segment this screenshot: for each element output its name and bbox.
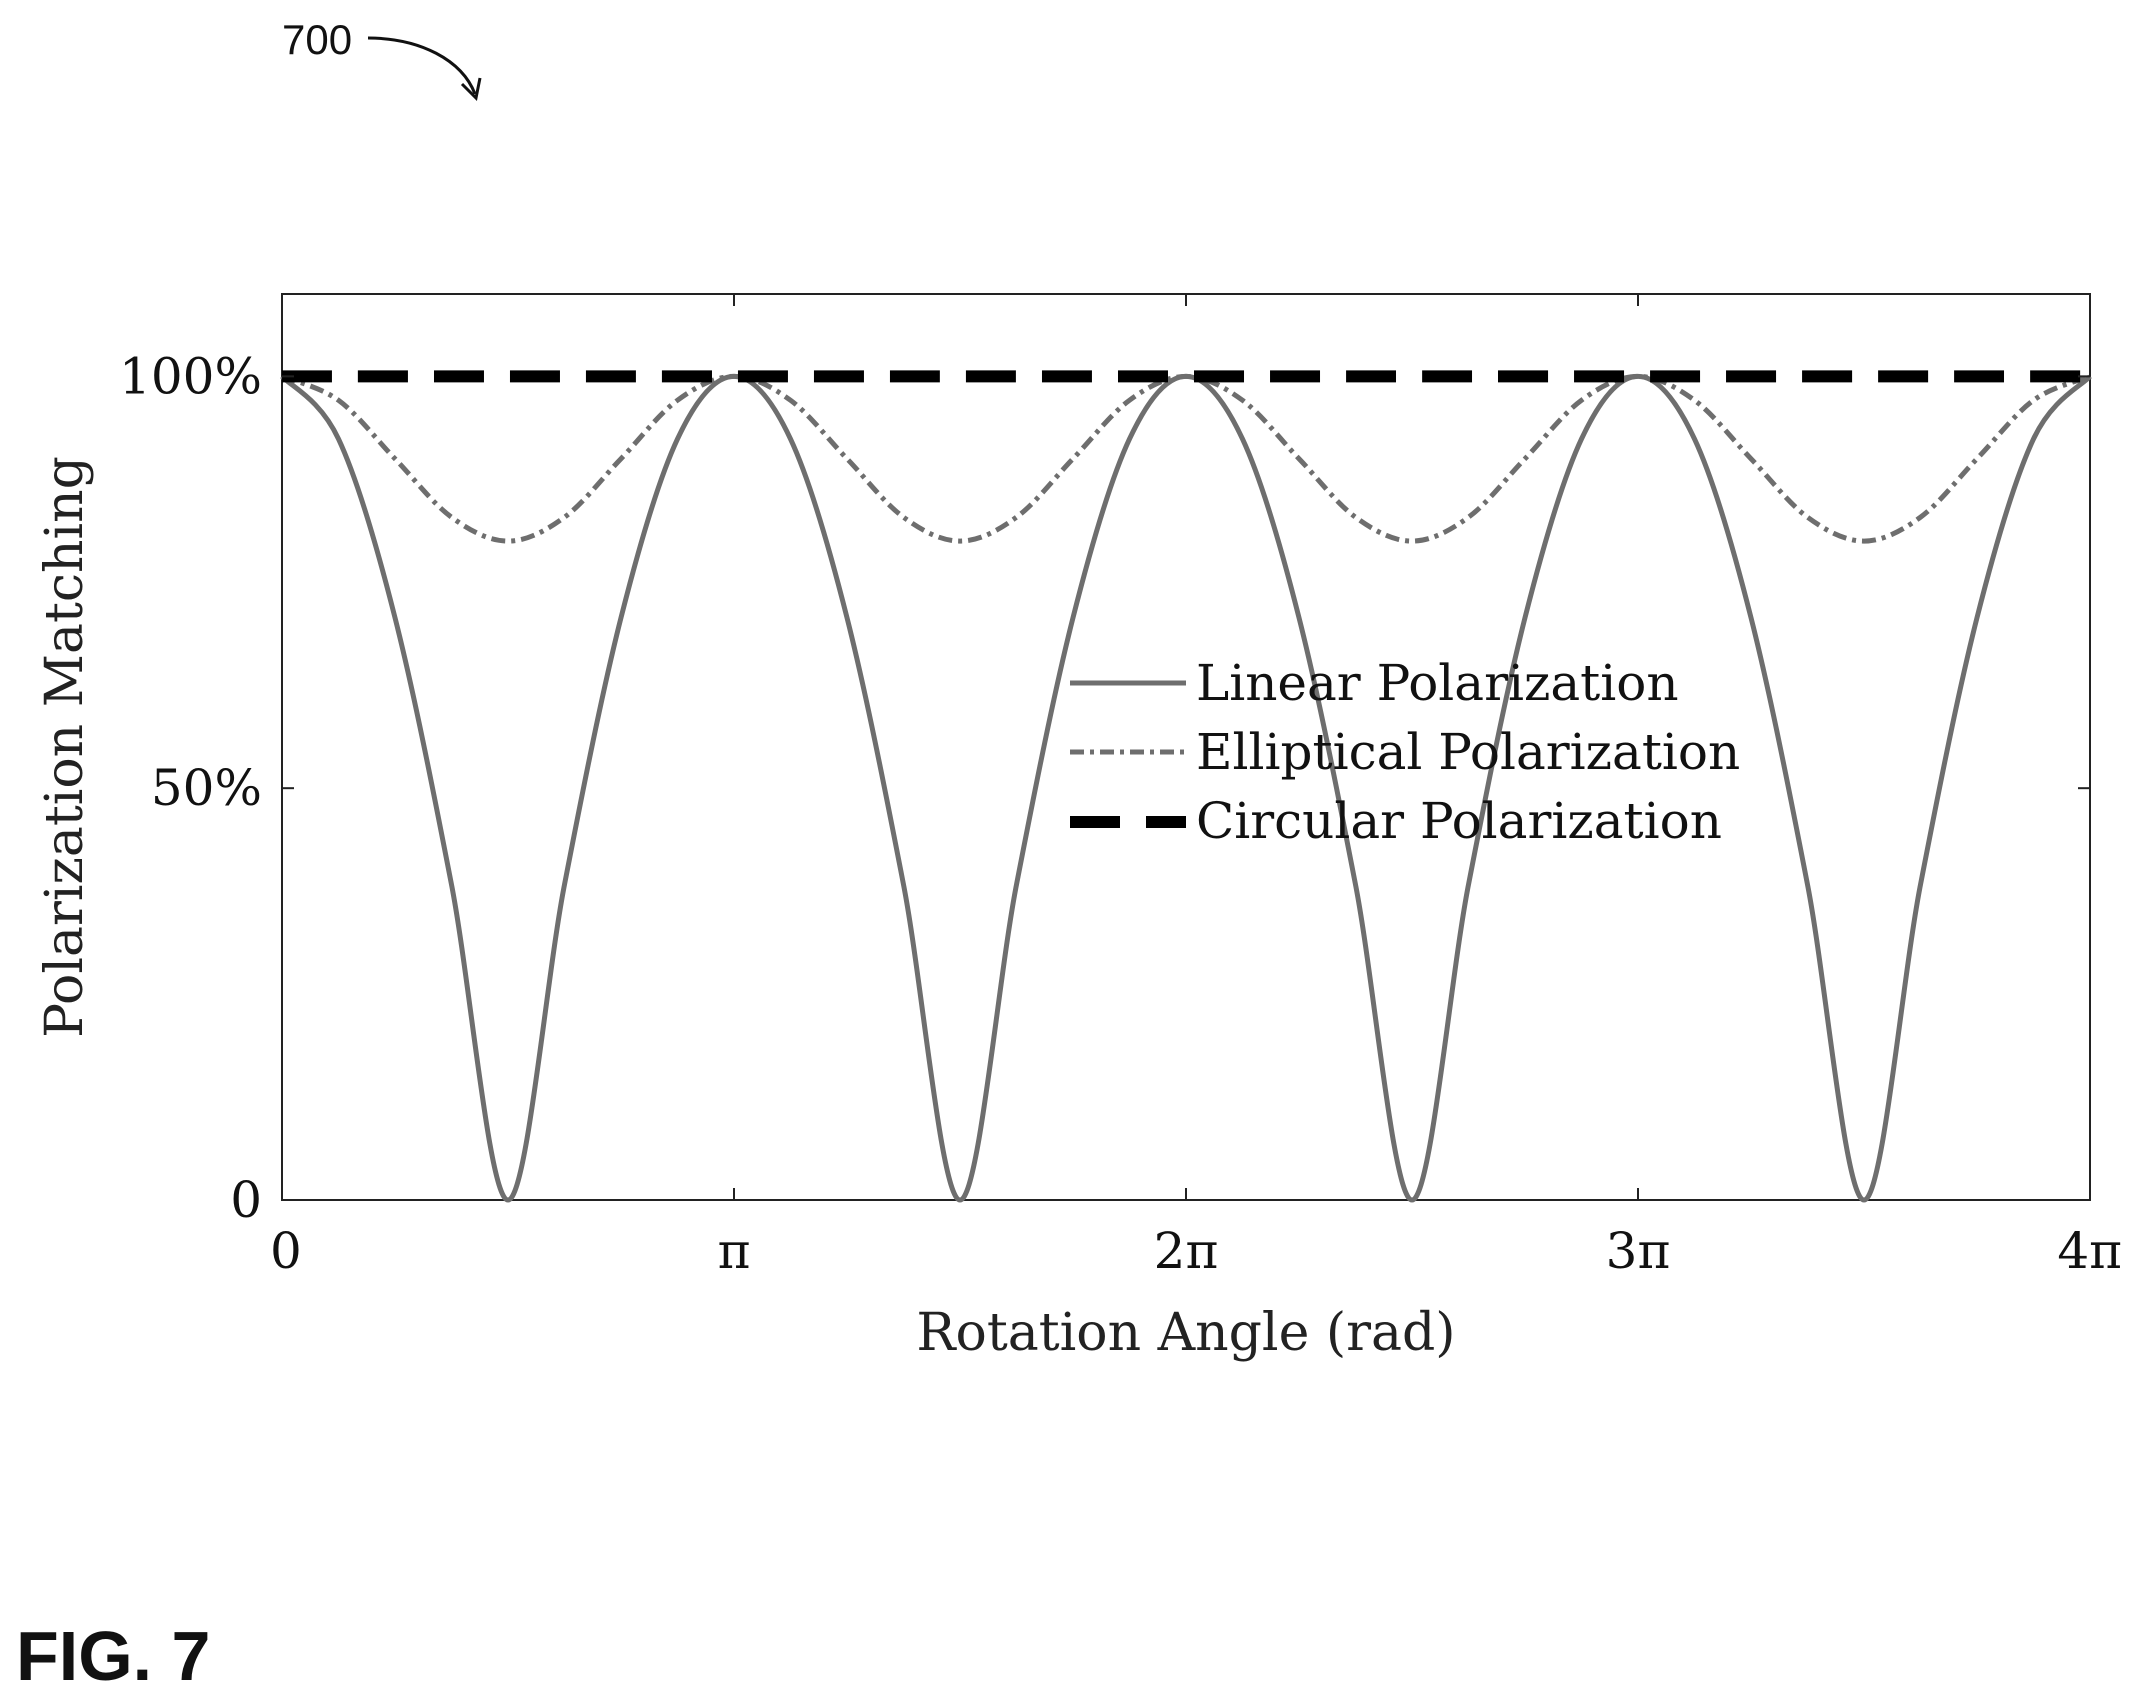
y-axis-label: Polarization Matching: [35, 456, 95, 1038]
x-tick-label: 4π: [2057, 1222, 2122, 1280]
y-tick-label: 0: [230, 1171, 262, 1229]
reference-leader-arrow: [367, 36, 477, 95]
legend-label-linear: Linear Polarization: [1196, 654, 1679, 712]
legend-label-circular: Circular Polarization: [1196, 792, 1722, 850]
y-tick-label: 100%: [119, 347, 262, 405]
tick-layer: 0 π 2π 3π 4π 0 50% 100%: [119, 294, 2122, 1280]
legend-label-elliptical: Elliptical Polarization: [1196, 723, 1740, 781]
x-tick-label: 3π: [1606, 1222, 1671, 1280]
series-line-linear-polarization: [280, 373, 2092, 1203]
y-tick-label: 50%: [151, 759, 262, 817]
plot-frame: [281, 293, 2091, 1201]
reference-arrowhead: [460, 77, 482, 102]
x-axis-label: Rotation Angle (rad): [916, 1303, 1455, 1363]
series-layer: [280, 370, 2092, 1203]
figure-label: FIG. 7: [16, 1617, 210, 1695]
series-line-elliptical-polarization: [281, 373, 2091, 544]
reference-number: 700: [282, 16, 352, 63]
legend: Linear Polarization Elliptical Polarizat…: [1070, 654, 1740, 850]
x-tick-label: π: [718, 1222, 751, 1280]
x-tick-label: 2π: [1154, 1222, 1219, 1280]
x-tick-label: 0: [270, 1222, 302, 1280]
